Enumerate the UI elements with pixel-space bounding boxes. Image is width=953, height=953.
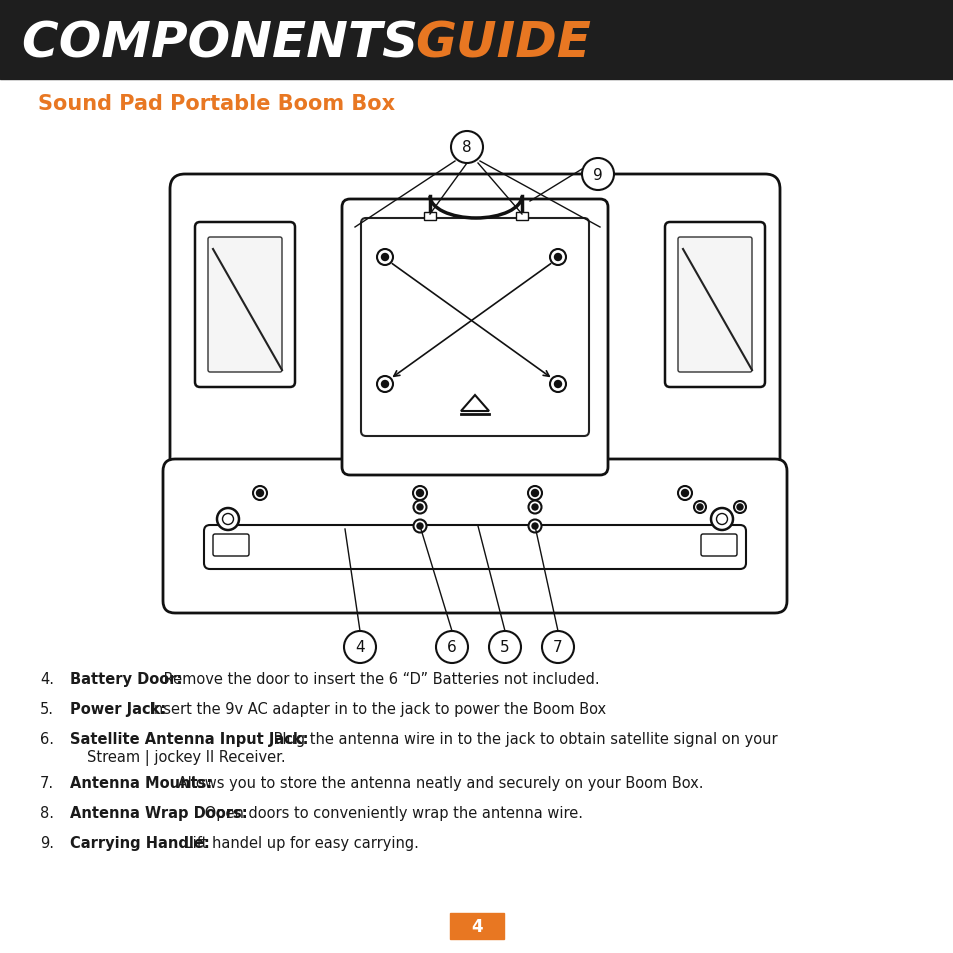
FancyBboxPatch shape bbox=[450, 913, 503, 939]
Text: 9.: 9. bbox=[40, 835, 54, 850]
Circle shape bbox=[532, 523, 537, 530]
Text: Satellite Antenna Input Jack:: Satellite Antenna Input Jack: bbox=[70, 731, 308, 746]
Circle shape bbox=[680, 490, 688, 497]
Circle shape bbox=[451, 132, 482, 164]
Circle shape bbox=[416, 523, 422, 530]
FancyBboxPatch shape bbox=[208, 237, 282, 373]
Text: Allows you to store the antenna neatly and securely on your Boom Box.: Allows you to store the antenna neatly a… bbox=[172, 775, 702, 790]
Text: 8: 8 bbox=[461, 140, 472, 155]
Circle shape bbox=[737, 504, 742, 511]
FancyBboxPatch shape bbox=[204, 525, 745, 569]
Circle shape bbox=[489, 631, 520, 663]
Circle shape bbox=[253, 486, 267, 500]
Text: 5: 5 bbox=[499, 639, 509, 655]
Text: 8.: 8. bbox=[40, 805, 54, 821]
Circle shape bbox=[381, 254, 388, 261]
Text: 5.: 5. bbox=[40, 701, 54, 717]
Text: 9: 9 bbox=[593, 168, 602, 182]
FancyBboxPatch shape bbox=[664, 223, 764, 388]
Circle shape bbox=[531, 490, 537, 497]
Text: GUIDE: GUIDE bbox=[415, 19, 590, 67]
Circle shape bbox=[697, 504, 702, 511]
Circle shape bbox=[581, 159, 614, 191]
Circle shape bbox=[222, 514, 233, 525]
Circle shape bbox=[436, 631, 468, 663]
Circle shape bbox=[416, 504, 422, 511]
Circle shape bbox=[532, 504, 537, 511]
Circle shape bbox=[381, 381, 388, 388]
Text: 4: 4 bbox=[355, 639, 364, 655]
Circle shape bbox=[716, 514, 727, 525]
Text: 6.: 6. bbox=[40, 731, 54, 746]
Circle shape bbox=[550, 376, 565, 393]
Text: Open doors to conveniently wrap the antenna wire.: Open doors to conveniently wrap the ante… bbox=[200, 805, 582, 821]
Circle shape bbox=[733, 501, 745, 514]
Circle shape bbox=[693, 501, 705, 514]
FancyBboxPatch shape bbox=[700, 535, 737, 557]
Circle shape bbox=[344, 631, 375, 663]
Circle shape bbox=[550, 250, 565, 266]
FancyBboxPatch shape bbox=[516, 213, 527, 221]
Text: 7.: 7. bbox=[40, 775, 54, 790]
Text: 7: 7 bbox=[553, 639, 562, 655]
FancyBboxPatch shape bbox=[678, 237, 751, 373]
FancyBboxPatch shape bbox=[341, 200, 607, 476]
Text: COMPONENTS: COMPONENTS bbox=[22, 19, 435, 67]
Circle shape bbox=[528, 520, 541, 533]
Text: Antenna Wrap Doors:: Antenna Wrap Doors: bbox=[70, 805, 247, 821]
Circle shape bbox=[554, 254, 561, 261]
FancyBboxPatch shape bbox=[360, 219, 588, 436]
Circle shape bbox=[376, 376, 393, 393]
Circle shape bbox=[678, 486, 691, 500]
Circle shape bbox=[413, 520, 426, 533]
Text: 4.: 4. bbox=[40, 671, 54, 686]
Circle shape bbox=[413, 486, 427, 500]
Polygon shape bbox=[460, 395, 489, 412]
Text: 4: 4 bbox=[471, 917, 482, 935]
Text: Lift handel up for easy carrying.: Lift handel up for easy carrying. bbox=[179, 835, 418, 850]
Text: Sound Pad Portable Boom Box: Sound Pad Portable Boom Box bbox=[38, 94, 395, 113]
FancyBboxPatch shape bbox=[423, 213, 436, 221]
Text: Power Jack:: Power Jack: bbox=[70, 701, 166, 717]
Circle shape bbox=[541, 631, 574, 663]
Bar bbox=[0, 0, 953, 80]
Text: Carrying Handle:: Carrying Handle: bbox=[70, 835, 209, 850]
FancyBboxPatch shape bbox=[163, 459, 786, 614]
Circle shape bbox=[554, 381, 561, 388]
FancyBboxPatch shape bbox=[170, 174, 780, 495]
Circle shape bbox=[710, 509, 732, 531]
Text: Stream | jockey II Receiver.: Stream | jockey II Receiver. bbox=[87, 749, 285, 765]
FancyBboxPatch shape bbox=[213, 535, 249, 557]
Text: Antenna Mounts:: Antenna Mounts: bbox=[70, 775, 212, 790]
Circle shape bbox=[527, 486, 541, 500]
Circle shape bbox=[216, 509, 239, 531]
Text: Battery Door:: Battery Door: bbox=[70, 671, 182, 686]
Text: Insert the 9v AC adapter in to the jack to power the Boom Box: Insert the 9v AC adapter in to the jack … bbox=[145, 701, 606, 717]
Circle shape bbox=[416, 490, 423, 497]
Circle shape bbox=[413, 501, 426, 514]
Text: Remove the door to insert the 6 “D” Batteries not included.: Remove the door to insert the 6 “D” Batt… bbox=[159, 671, 598, 686]
Text: Plug the antenna wire in to the jack to obtain satellite signal on your: Plug the antenna wire in to the jack to … bbox=[269, 731, 777, 746]
Circle shape bbox=[376, 250, 393, 266]
Text: 6: 6 bbox=[447, 639, 456, 655]
Circle shape bbox=[528, 501, 541, 514]
FancyBboxPatch shape bbox=[194, 223, 294, 388]
Circle shape bbox=[256, 490, 263, 497]
